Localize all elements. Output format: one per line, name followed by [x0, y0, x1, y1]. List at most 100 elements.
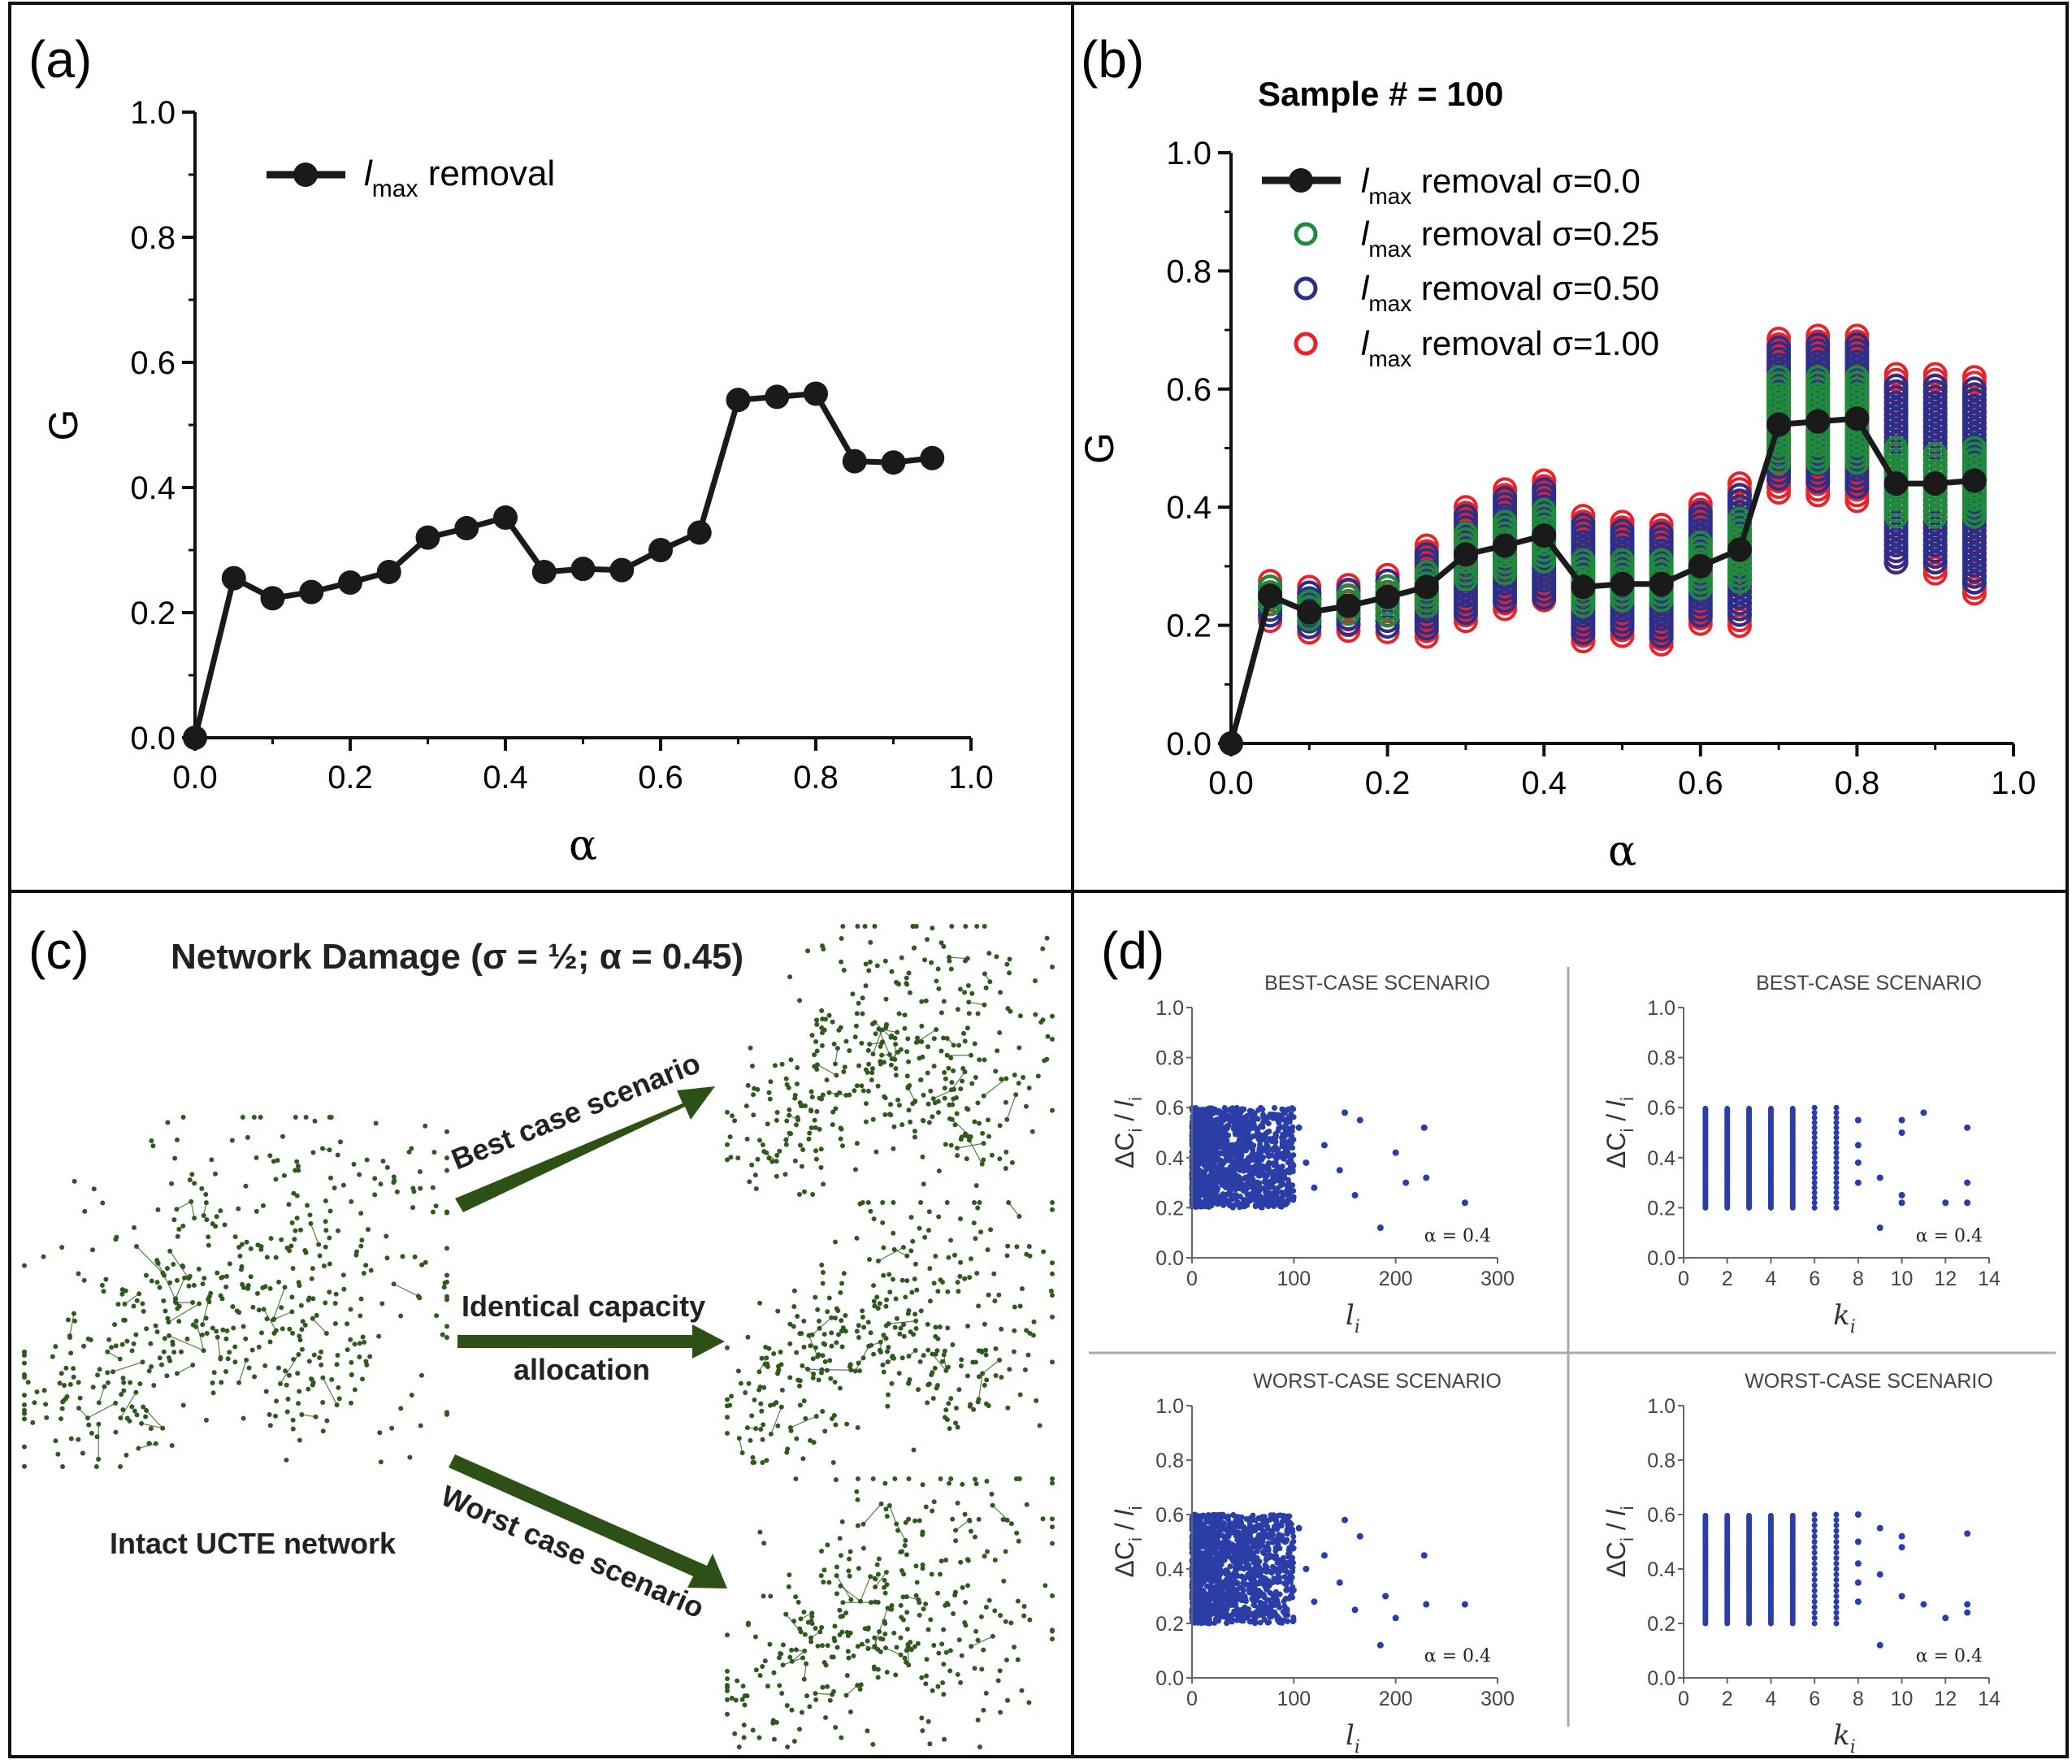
network-node — [153, 1323, 158, 1328]
network-node — [989, 1152, 995, 1158]
network-node — [348, 1307, 353, 1312]
network-node — [830, 1109, 836, 1115]
network-node — [22, 1444, 27, 1450]
network-node — [842, 1064, 847, 1070]
network-node — [827, 1358, 833, 1363]
network-node — [976, 1120, 982, 1126]
network-node — [122, 1301, 128, 1307]
network-node — [1041, 1249, 1047, 1255]
scatter-point — [1212, 1181, 1218, 1187]
network-node — [904, 981, 909, 986]
network-node — [870, 1116, 876, 1122]
network-node — [881, 1369, 886, 1375]
network-node — [813, 1148, 819, 1154]
scatter-point-outlier — [1854, 1159, 1862, 1166]
network-node — [904, 1552, 909, 1558]
network-node — [775, 1371, 781, 1376]
network-node — [923, 1681, 929, 1687]
network-node — [30, 1419, 36, 1425]
network-node — [852, 1167, 858, 1172]
network-edge — [176, 1201, 192, 1210]
network-node — [409, 1392, 414, 1398]
x-tick-label: 0.0 — [1208, 765, 1254, 801]
network-node — [55, 1451, 61, 1457]
scatter-point — [1811, 1139, 1818, 1146]
network-edge — [874, 1571, 887, 1588]
network-node — [891, 1630, 897, 1636]
network-node — [123, 1288, 128, 1294]
network-node — [875, 1258, 881, 1263]
scatter-point-outlier — [1295, 1124, 1303, 1131]
network-node — [254, 1208, 259, 1214]
network-node — [839, 959, 844, 964]
network-node — [943, 1142, 948, 1147]
scatter-point-outlier — [1461, 1199, 1468, 1207]
sample-circle — [1453, 566, 1478, 592]
network-node — [856, 1368, 862, 1374]
network-node — [1022, 1367, 1028, 1372]
network-node — [917, 1612, 922, 1618]
network-node — [797, 998, 803, 1003]
network-node — [1040, 1516, 1046, 1522]
network-edge — [878, 1246, 904, 1262]
network-edge — [791, 1650, 805, 1662]
network-intact — [22, 1115, 449, 1469]
scatter-point — [1209, 1169, 1216, 1176]
network-node — [960, 1584, 965, 1590]
network-node — [41, 1254, 46, 1259]
scatter-point — [1767, 1105, 1774, 1112]
network-node — [898, 1635, 904, 1640]
network-node — [324, 1418, 330, 1424]
network-node — [951, 1252, 957, 1258]
network-node — [149, 1138, 154, 1144]
network-node — [966, 999, 972, 1005]
network-node — [1015, 1657, 1021, 1662]
network-nodes — [725, 924, 1055, 1197]
network-node — [444, 1155, 449, 1161]
network-edge — [862, 1503, 882, 1525]
network-node — [1007, 970, 1012, 976]
network-node — [914, 1287, 920, 1293]
y-tick-label: 0.4 — [1647, 1147, 1675, 1170]
network-node — [986, 951, 992, 956]
scatter-point — [1190, 1201, 1196, 1207]
network-edge — [119, 1392, 137, 1419]
network-node — [825, 1309, 830, 1315]
network-node — [1050, 1036, 1055, 1042]
legend-circle-green — [1294, 222, 1318, 246]
network-node — [789, 1707, 795, 1713]
network-node — [345, 1347, 350, 1353]
network-node — [302, 1248, 308, 1254]
network-node — [981, 1647, 986, 1653]
network-node — [834, 1564, 839, 1570]
network-node — [934, 1027, 939, 1033]
network-node — [952, 1593, 958, 1598]
network-node — [57, 1380, 63, 1386]
network-node — [222, 1222, 228, 1228]
network-node — [804, 1661, 809, 1666]
network-node — [882, 1480, 888, 1486]
network-node — [981, 1157, 986, 1163]
network-node — [174, 1207, 180, 1212]
scatter-point — [1833, 1155, 1840, 1161]
network-node — [391, 1180, 397, 1185]
network-node — [302, 1322, 308, 1328]
network-node — [968, 1052, 973, 1058]
y-axis-label-part: ΔC — [1602, 1133, 1631, 1168]
network-node — [787, 1572, 792, 1578]
network-node — [76, 1380, 81, 1385]
network-node — [821, 1027, 827, 1033]
network-node — [821, 1580, 826, 1585]
network-node — [154, 1258, 160, 1263]
network-node — [947, 1426, 952, 1432]
scatter-point — [1214, 1201, 1220, 1207]
network-node — [882, 1577, 887, 1583]
network-node — [151, 1383, 157, 1389]
network-node — [899, 1355, 905, 1361]
scatter-point — [1833, 1104, 1840, 1111]
arrow-identical: Identical capacity allocation — [457, 1289, 725, 1386]
network-node — [903, 1519, 908, 1525]
network-edge — [840, 1585, 861, 1602]
network-node — [768, 1593, 774, 1599]
network-node — [287, 1326, 293, 1332]
